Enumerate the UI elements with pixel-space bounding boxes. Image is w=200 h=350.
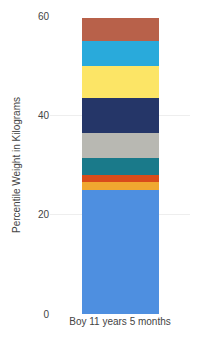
- svg-text:40: 40: [38, 110, 50, 121]
- svg-text:Boy 11 years 5 months: Boy 11 years 5 months: [69, 316, 171, 327]
- svg-text:0: 0: [43, 309, 49, 320]
- svg-text:Percentile Weight in Kilograms: Percentile Weight in Kilograms: [11, 97, 22, 233]
- svg-text:60: 60: [38, 11, 50, 22]
- svg-text:20: 20: [38, 209, 50, 220]
